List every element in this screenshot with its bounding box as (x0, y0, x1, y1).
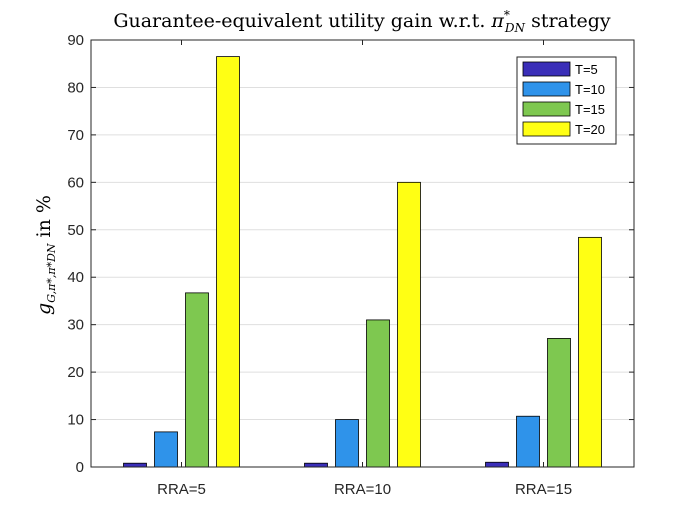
y-axis-label: gG,π*,π*DN in % (33, 195, 58, 315)
chart-title-subscript: DN (504, 21, 526, 35)
chart-title-suffix: strategy (525, 10, 611, 32)
y-tick-label: 60 (67, 174, 84, 191)
legend-label: T=10 (575, 82, 605, 97)
legend-label: T=20 (575, 122, 605, 137)
y-tick-label: 90 (67, 32, 84, 49)
bar (216, 56, 240, 468)
y-tick-label: 10 (67, 412, 84, 429)
y-axis-unit: in % (33, 195, 55, 237)
y-tick-labels: 0 10 20 30 40 50 60 70 80 90 (67, 32, 634, 476)
x-tick-labels: RRA=5 RRA=10 RRA=15 (157, 40, 572, 498)
y-tick-label: 50 (67, 222, 84, 239)
y-tick-label: 80 (67, 79, 84, 96)
x-tick-label: RRA=10 (334, 481, 391, 498)
x-tick-label: RRA=5 (157, 481, 206, 498)
bar (485, 461, 509, 468)
bar (304, 462, 328, 468)
bar (516, 415, 540, 468)
x-tick-label: RRA=15 (515, 481, 572, 498)
legend-label: T=5 (575, 62, 598, 77)
bar (335, 419, 359, 468)
legend-label: T=15 (575, 102, 605, 117)
bar (578, 236, 602, 468)
y-axis-subscript: G,π*,π*DN (45, 243, 58, 303)
y-axis-symbol: g (33, 303, 55, 315)
legend-swatch (522, 81, 571, 97)
chart-title-prefix: Guarantee-equivalent utility gain w.r.t. (113, 10, 491, 32)
y-tick-label: 70 (67, 127, 84, 144)
bar (123, 462, 147, 468)
y-tick-label: 40 (67, 269, 84, 286)
bar (366, 319, 390, 468)
bar (154, 431, 178, 468)
y-tick-label: 0 (76, 459, 84, 476)
svg-text:gG,π*,π*DNin %: gG,π*,π*DN in % (33, 195, 58, 315)
legend-swatch (522, 121, 571, 137)
bar (185, 292, 209, 468)
chart-title: Guarantee-equivalent utility gain w.r.t.… (113, 8, 611, 35)
legend: T=5 T=10 T=15 T=20 (516, 56, 617, 145)
grid-lines (91, 86, 634, 421)
bars (123, 56, 602, 468)
y-tick-label: 30 (67, 317, 84, 334)
legend-swatch (522, 101, 571, 117)
y-tick-label: 20 (67, 364, 84, 381)
chart-title-symbol: π (490, 10, 504, 32)
chart-title-superscript: * (504, 8, 510, 22)
legend-swatch (522, 61, 571, 77)
bar (547, 338, 571, 468)
bar (397, 181, 421, 468)
